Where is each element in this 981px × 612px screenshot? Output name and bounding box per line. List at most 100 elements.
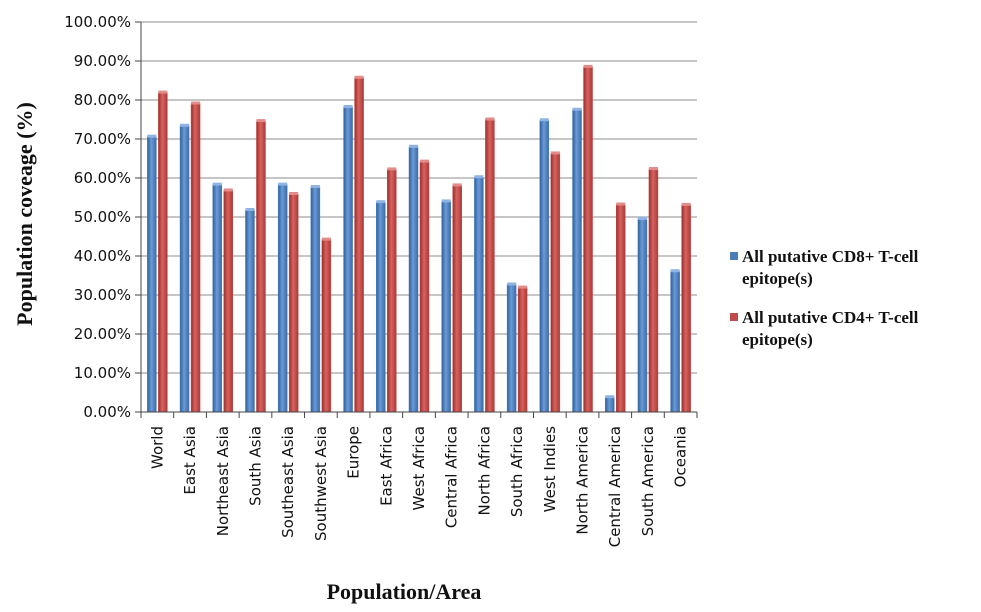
x-tick-label: Central America: [606, 426, 624, 547]
bar-cd4-south-america: [649, 169, 658, 412]
bar-cd8-east-asia: [180, 126, 189, 412]
x-tick-label: Northeast Asia: [214, 426, 232, 536]
bar-cd8-south-america: [638, 219, 647, 412]
bar-cap: [682, 203, 691, 206]
bar-cap: [442, 199, 451, 202]
x-tick-label: Europe: [345, 426, 363, 479]
y-tick-label: 80.00%: [74, 91, 131, 109]
bar-cap: [485, 118, 494, 121]
bar-cd4-southeast-asia: [289, 194, 298, 412]
bar-cap: [158, 91, 167, 94]
y-axis-label: Population coveage (%): [12, 102, 37, 326]
bar-cd4-europe: [355, 78, 364, 412]
bar-cap: [551, 151, 560, 154]
y-tick-label: 30.00%: [74, 286, 131, 304]
x-tick-label: North America: [574, 426, 592, 535]
bar-cd4-central-africa: [453, 185, 462, 412]
bar-cap: [344, 105, 353, 108]
bar-cd4-northeast-asia: [224, 190, 233, 412]
bar-cap: [518, 286, 527, 289]
bar-cd4-north-america: [584, 67, 593, 412]
bar-cd8-oceania: [671, 271, 680, 412]
y-tick-label: 0.00%: [83, 403, 131, 421]
x-tick-label: South Asia: [246, 426, 264, 506]
legend-label-cd8: All putative CD8+ T-cell: [742, 247, 919, 266]
x-tick-label: Southwest Asia: [312, 426, 330, 541]
x-tick-label: Southeast Asia: [279, 426, 297, 538]
y-tick-label: 90.00%: [74, 52, 131, 70]
bar-cap: [245, 208, 254, 211]
bar-cap: [278, 183, 287, 186]
bar-cd8-south-asia: [245, 210, 254, 412]
bar-cd4-southwest-asia: [322, 240, 331, 412]
bar-cd8-southeast-asia: [278, 185, 287, 412]
bar-cap: [474, 175, 483, 178]
bar-cd4-world: [158, 93, 167, 412]
y-tick-label: 10.00%: [74, 364, 131, 382]
x-tick-label: Central Africa: [443, 426, 461, 528]
y-tick-label: 50.00%: [74, 208, 131, 226]
bar-cap: [671, 269, 680, 272]
x-tick-label: North Africa: [475, 426, 493, 516]
y-tick-label: 100.00%: [64, 13, 131, 31]
bar-cap: [649, 167, 658, 170]
bar-cd4-east-africa: [387, 169, 396, 412]
bar-cd8-west-indies: [540, 120, 549, 412]
bar-cd8-north-africa: [474, 177, 483, 412]
x-tick-labels: World East Asia Northeast Asia South Asia So…: [148, 426, 689, 547]
x-tick-label: West Indies: [541, 426, 559, 512]
bar-cap: [605, 395, 614, 398]
legend-swatch-cd4: [730, 313, 738, 321]
legend-label-cd8: epitope(s): [742, 269, 813, 288]
bar-cd8-southwest-asia: [311, 187, 320, 412]
bar-cd8-europe: [344, 107, 353, 412]
x-tick-label: East Africa: [377, 426, 395, 506]
bar-cap: [180, 124, 189, 127]
bar-cd4-south-asia: [256, 121, 265, 412]
x-tick-label: East Asia: [181, 426, 199, 495]
x-tick-label: Oceania: [672, 426, 690, 487]
bar-cap: [256, 119, 265, 122]
bar-cap: [355, 76, 364, 79]
y-tick-label: 20.00%: [74, 325, 131, 343]
bar-cd8-northeast-asia: [213, 185, 222, 412]
bar-cd4-north-africa: [485, 120, 494, 413]
bar-cd4-south-africa: [518, 288, 527, 412]
bar-cd4-oceania: [682, 205, 691, 412]
legend-swatch-cd8: [730, 252, 738, 260]
x-tick-label: South Africa: [508, 426, 526, 517]
bar-cd8-east-africa: [376, 202, 385, 412]
y-tick-label: 40.00%: [74, 247, 131, 265]
bar-cap: [616, 203, 625, 206]
bar-cap: [540, 118, 549, 121]
bar-cap: [147, 135, 156, 138]
bar-cap: [409, 145, 418, 148]
bar-cap: [507, 282, 516, 285]
x-tick-label: World: [148, 426, 166, 469]
y-tick-label: 70.00%: [74, 130, 131, 148]
bar-cd8-world: [147, 137, 156, 412]
bar-cap: [584, 65, 593, 68]
legend-label-cd4: epitope(s): [742, 330, 813, 349]
bar-cap: [420, 160, 429, 163]
bar-cd8-south-africa: [507, 284, 516, 412]
bar-cap: [191, 102, 200, 105]
bar-cap: [387, 167, 396, 170]
x-tick-label: South America: [639, 426, 657, 536]
bar-cd8-north-america: [573, 110, 582, 412]
bar-cd4-west-africa: [420, 162, 429, 412]
bar-cd4-east-asia: [191, 104, 200, 412]
bar-cd8-central-africa: [442, 201, 451, 412]
bar-cap: [376, 200, 385, 203]
bar-cap: [311, 185, 320, 188]
bars: [147, 65, 690, 412]
bar-cap: [322, 238, 331, 241]
y-tick-labels: 0.00% 10.00% 20.00% 30.00% 40.00% 50.00% 60.00…: [64, 13, 131, 421]
legend-label-cd4: All putative CD4+ T-cell: [742, 308, 919, 327]
bar-cap: [573, 108, 582, 111]
x-tick-label: West Africa: [410, 426, 428, 510]
bar-cap: [289, 192, 298, 195]
legend: All putative CD8+ T-cell epitope(s) All pu…: [730, 247, 919, 349]
